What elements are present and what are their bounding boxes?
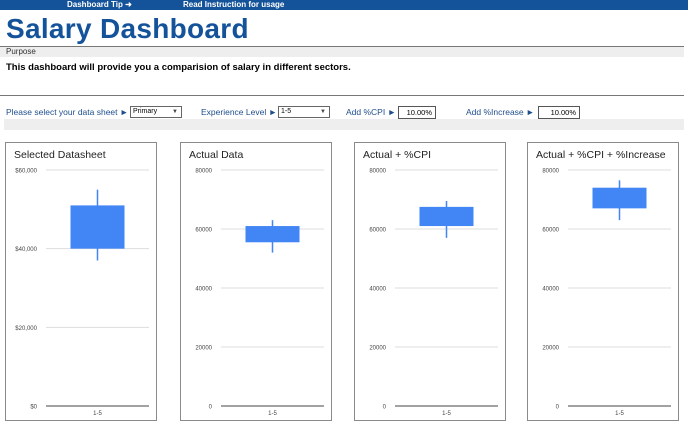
y-tick-label: 80000 — [542, 169, 559, 175]
y-tick-label: 40000 — [542, 287, 559, 293]
data-sheet-select[interactable]: Primary ▼ — [130, 106, 182, 118]
y-tick-label: 60000 — [195, 228, 212, 234]
chart-panel-actual-cpi-increase: Actual + %CPI + %Increase 0 20000 40000 600… — [527, 142, 679, 421]
experience-level-label: Experience Level ► — [201, 107, 277, 117]
y-tick-label: $40,000 — [15, 247, 37, 253]
chart-panel-selected-datasheet: Selected Datasheet $0 $20,000 $40,000 $60,0… — [5, 142, 157, 421]
y-tick-label: $60,000 — [15, 169, 37, 175]
y-tick-label: 40000 — [195, 287, 212, 293]
y-tick-label: $0 — [30, 405, 37, 411]
top-bar: Dashboard Tip ➜ Read Instruction for usa… — [0, 0, 688, 10]
candle-body — [70, 205, 125, 249]
y-tick-label: 20000 — [542, 346, 559, 352]
dashboard-tip-label: Dashboard Tip — [67, 0, 123, 9]
add-increase-label: Add %Increase ► — [466, 107, 535, 117]
x-tick-label: 1-5 — [442, 411, 451, 417]
purpose-label: Purpose — [6, 47, 36, 56]
y-tick-label: 20000 — [369, 346, 386, 352]
chart-panel-actual-cpi: Actual + %CPI 0 20000 40000 60000 80000 1-5 — [354, 142, 506, 421]
y-tick-label: 60000 — [369, 228, 386, 234]
x-tick-label: 1-5 — [268, 411, 277, 417]
chart-title: Selected Datasheet — [14, 149, 106, 161]
y-tick-label: 80000 — [195, 169, 212, 175]
arrow-right-icon: ➜ — [125, 0, 132, 9]
y-tick-label: 0 — [209, 405, 213, 411]
read-instruction-link[interactable]: Read Instruction for usage — [183, 0, 285, 9]
chart-title: Actual + %CPI — [363, 149, 431, 161]
purpose-text: This dashboard will provide you a compar… — [6, 62, 351, 73]
data-sheet-label: Please select your data sheet ► — [6, 107, 129, 117]
y-tick-label: 0 — [383, 405, 387, 411]
chart-svg: 0 20000 40000 60000 80000 1-5 — [195, 169, 324, 417]
add-increase-input[interactable]: 10.00% — [538, 106, 580, 119]
add-cpi-label: Add %CPI ► — [346, 107, 396, 117]
candle-body — [419, 206, 474, 227]
x-tick-label: 1-5 — [615, 411, 624, 417]
candle-body — [245, 226, 300, 243]
chevron-down-icon: ▼ — [172, 109, 178, 115]
x-tick-label: 1-5 — [93, 411, 102, 417]
controls-band — [4, 119, 684, 130]
chart-title: Actual Data — [189, 149, 244, 161]
divider — [0, 95, 684, 96]
chart-panel-actual-data: Actual Data 0 20000 40000 60000 80000 1-5 — [180, 142, 332, 421]
add-cpi-input[interactable]: 10.00% — [398, 106, 436, 119]
experience-level-value: 1-5 — [281, 108, 292, 115]
chart-svg: 0 20000 40000 60000 80000 1-5 — [542, 169, 671, 417]
y-tick-label: 20000 — [195, 346, 212, 352]
page-title: Salary Dashboard — [6, 13, 249, 44]
divider — [0, 46, 684, 47]
y-tick-label: 0 — [556, 405, 560, 411]
candle-body — [592, 187, 647, 209]
y-tick-label: 60000 — [542, 228, 559, 234]
y-tick-label: 80000 — [369, 169, 386, 175]
data-sheet-value: Primary — [133, 108, 158, 115]
chevron-down-icon: ▼ — [320, 109, 326, 115]
purpose-band — [0, 47, 684, 57]
chart-svg: $0 $20,000 $40,000 $60,000 1-5 — [15, 169, 149, 417]
dashboard-tip-link[interactable]: Dashboard Tip ➜ — [67, 0, 132, 10]
y-tick-label: $20,000 — [15, 326, 37, 332]
experience-level-select[interactable]: 1-5 ▼ — [278, 106, 330, 118]
y-tick-label: 40000 — [369, 287, 386, 293]
chart-svg: 0 20000 40000 60000 80000 1-5 — [369, 169, 498, 417]
chart-title: Actual + %CPI + %Increase — [536, 149, 666, 161]
